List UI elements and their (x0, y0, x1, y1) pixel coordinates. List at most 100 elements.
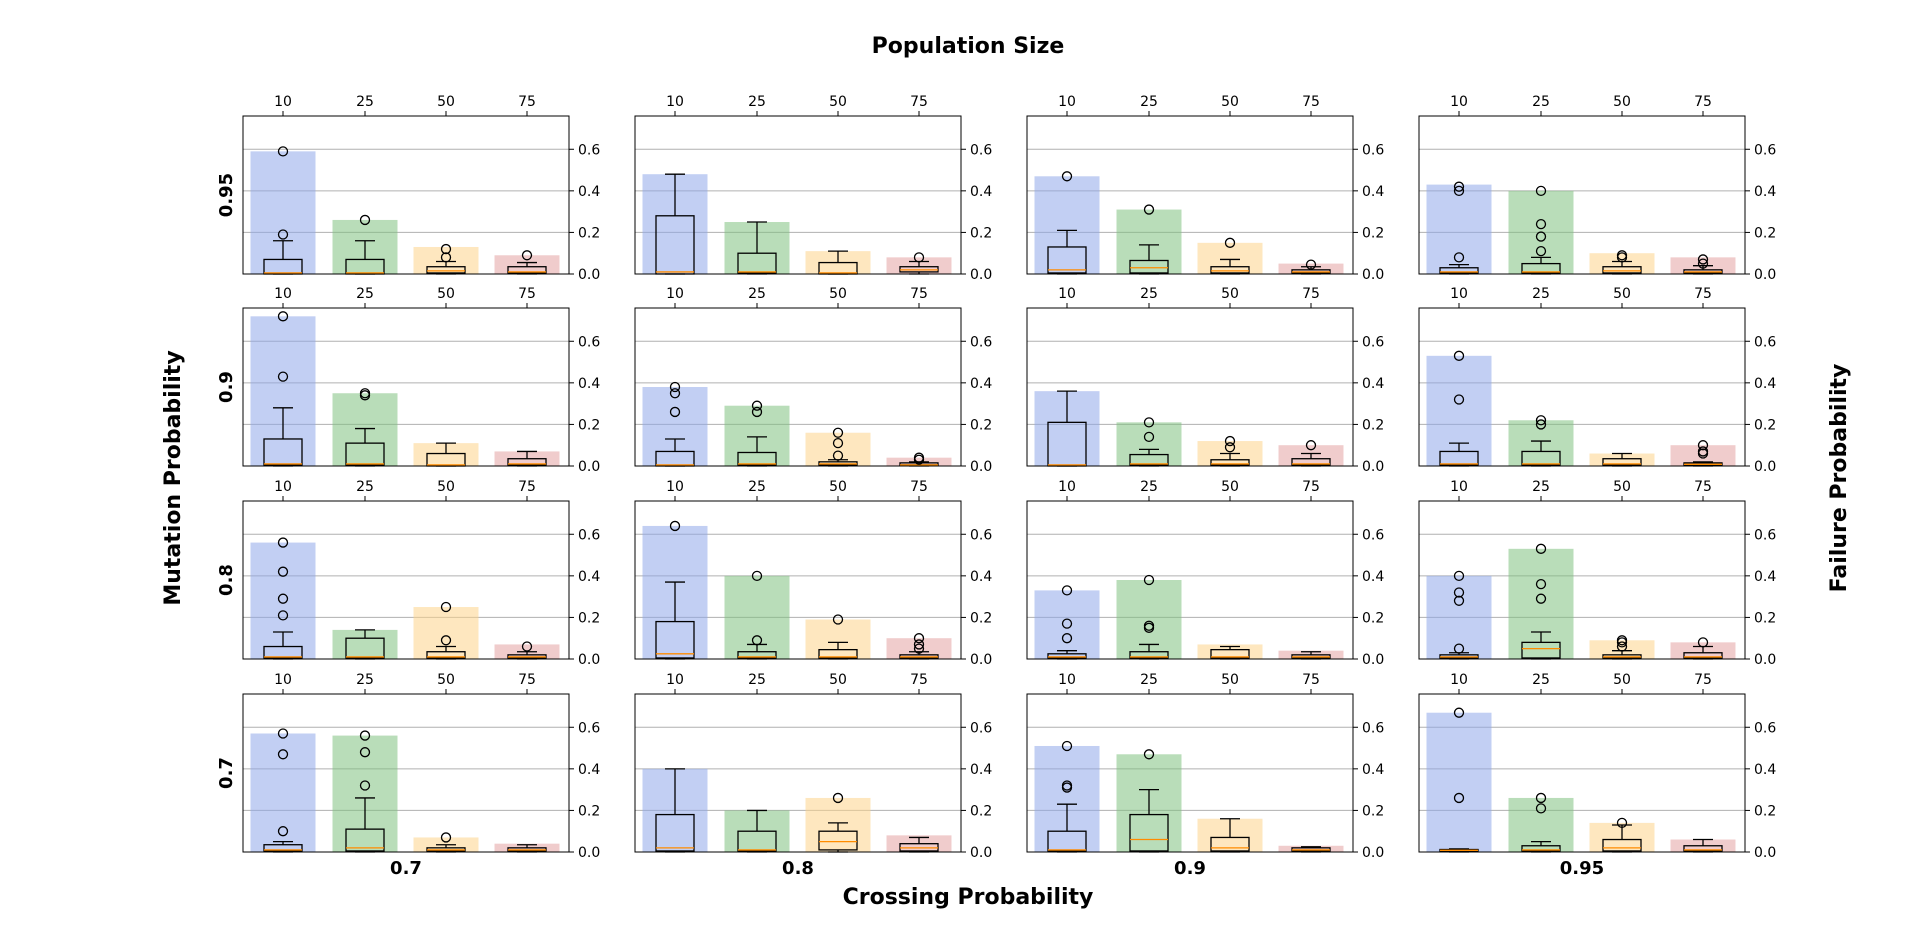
top-tick-label: 25 (356, 479, 374, 495)
boxplot-10 (655, 768, 695, 853)
outlier-point (1143, 431, 1155, 443)
bar-10 (250, 733, 316, 852)
top-tick-label: 25 (748, 672, 766, 688)
outlier-point (913, 643, 925, 654)
top-tick-label: 75 (1302, 672, 1320, 688)
outlier-point (1697, 440, 1709, 451)
bar-10 (1426, 184, 1492, 274)
top-tick-label: 10 (1450, 94, 1468, 110)
boxplot-50 (818, 427, 858, 467)
bar-25 (724, 405, 790, 466)
right-tick-label: 0.4 (1362, 184, 1384, 200)
box-iqr (507, 266, 547, 274)
right-tick-label: 0.0 (578, 845, 600, 861)
right-tick-label: 0.0 (1754, 845, 1776, 861)
panel-frame (242, 500, 570, 660)
box-iqr (345, 442, 385, 466)
top-tick-label: 75 (1694, 479, 1712, 495)
right-tick-label: 0.4 (1754, 569, 1776, 585)
right-tick-label: 0.4 (970, 376, 992, 392)
box-iqr (1291, 458, 1331, 466)
box-iqr (1210, 459, 1250, 466)
panel-r1-c2: 10 25 50 75 0.0 0.2 0.4 0.6 (1026, 286, 1384, 475)
outlier-point (913, 452, 925, 463)
top-tick-label: 50 (1221, 479, 1239, 495)
box-iqr (1602, 838, 1642, 852)
top-tick-label: 75 (1302, 479, 1320, 495)
right-tick-label: 0.2 (1362, 610, 1384, 626)
top-tick-label: 10 (1058, 286, 1076, 302)
box-iqr (1602, 458, 1642, 466)
outlier-point (277, 593, 289, 604)
right-tick-label: 0.2 (1362, 417, 1384, 433)
box-iqr (1683, 845, 1723, 852)
outlier-point (751, 570, 763, 581)
top-axis-title: Population Size (872, 34, 1065, 59)
boxplot-25 (737, 570, 777, 660)
outlier-point (1224, 237, 1236, 248)
panel-r2-c1: 10 25 50 75 0.0 0.2 0.4 0.6 (634, 479, 992, 668)
right-tick-label: 0.2 (578, 803, 600, 819)
row-label-0.95: 0.95 (216, 173, 237, 217)
box-iqr (655, 813, 695, 852)
panel-grid: 10 25 50 75 0.0 0.2 0.4 0.6 10 25 50 75 0.0 0.2 0.4 0.6… (216, 94, 1776, 879)
outlier-point (1616, 250, 1628, 261)
outlier-point (1061, 171, 1073, 182)
row-label-0.8: 0.8 (216, 564, 237, 596)
outlier-point (1453, 643, 1465, 654)
column-label-0.7: 0.7 (390, 858, 422, 879)
outlier-point (1535, 593, 1547, 604)
box-iqr (263, 438, 303, 466)
right-tick-label: 0.2 (970, 610, 992, 626)
outlier-point (1453, 252, 1465, 263)
top-tick-label: 10 (274, 479, 292, 495)
right-tick-label: 0.2 (578, 225, 600, 241)
panel-r3-c1: 10 25 50 75 0.0 0.2 0.4 0.6 (634, 672, 992, 861)
right-tick-label: 0.6 (578, 527, 600, 543)
top-tick-label: 10 (666, 94, 684, 110)
top-tick-label: 75 (518, 479, 536, 495)
top-tick-label: 75 (910, 286, 928, 302)
right-tick-label: 0.0 (970, 652, 992, 668)
panel-frame (242, 693, 570, 853)
box-iqr (818, 648, 858, 659)
outlier-point (359, 214, 371, 226)
panel-frame (1026, 693, 1354, 853)
bar-50 (1589, 640, 1655, 659)
box-iqr (426, 651, 466, 659)
panel-r0-c0: 10 25 50 75 0.0 0.2 0.4 0.6 (242, 94, 600, 283)
right-tick-label: 0.4 (970, 762, 992, 778)
boxplot-25 (1129, 749, 1169, 853)
box-iqr (263, 645, 303, 659)
outlier-point (751, 400, 763, 411)
outlier-point (1453, 792, 1465, 804)
outlier-point (913, 639, 925, 650)
outlier-point (751, 635, 763, 646)
boxplot-25 (1521, 415, 1561, 467)
outlier-point (521, 250, 533, 261)
box-iqr (345, 828, 385, 852)
outlier-point (277, 728, 289, 739)
box-iqr (1683, 652, 1723, 659)
right-tick-label: 0.4 (578, 569, 600, 585)
panel-r2-c2: 10 25 50 75 0.0 0.2 0.4 0.6 (1026, 479, 1384, 668)
right-tick-label: 0.6 (970, 527, 992, 543)
top-tick-label: 75 (518, 94, 536, 110)
outlier-point (1535, 803, 1547, 814)
panel-frame (1418, 307, 1746, 467)
box-iqr (1210, 266, 1250, 274)
outlier-point (277, 311, 289, 322)
outlier-point (1697, 254, 1709, 265)
top-tick-label: 50 (437, 672, 455, 688)
outlier-point (669, 406, 681, 418)
box-iqr (1047, 830, 1087, 852)
bar-10 (1426, 575, 1492, 659)
right-tick-label: 0.6 (1362, 527, 1384, 543)
outlier-point (1535, 245, 1547, 257)
top-tick-label: 10 (666, 479, 684, 495)
outlier-point (1453, 394, 1465, 405)
top-tick-label: 25 (1140, 672, 1158, 688)
right-tick-label: 0.6 (970, 334, 992, 350)
right-tick-label: 0.6 (1362, 142, 1384, 158)
